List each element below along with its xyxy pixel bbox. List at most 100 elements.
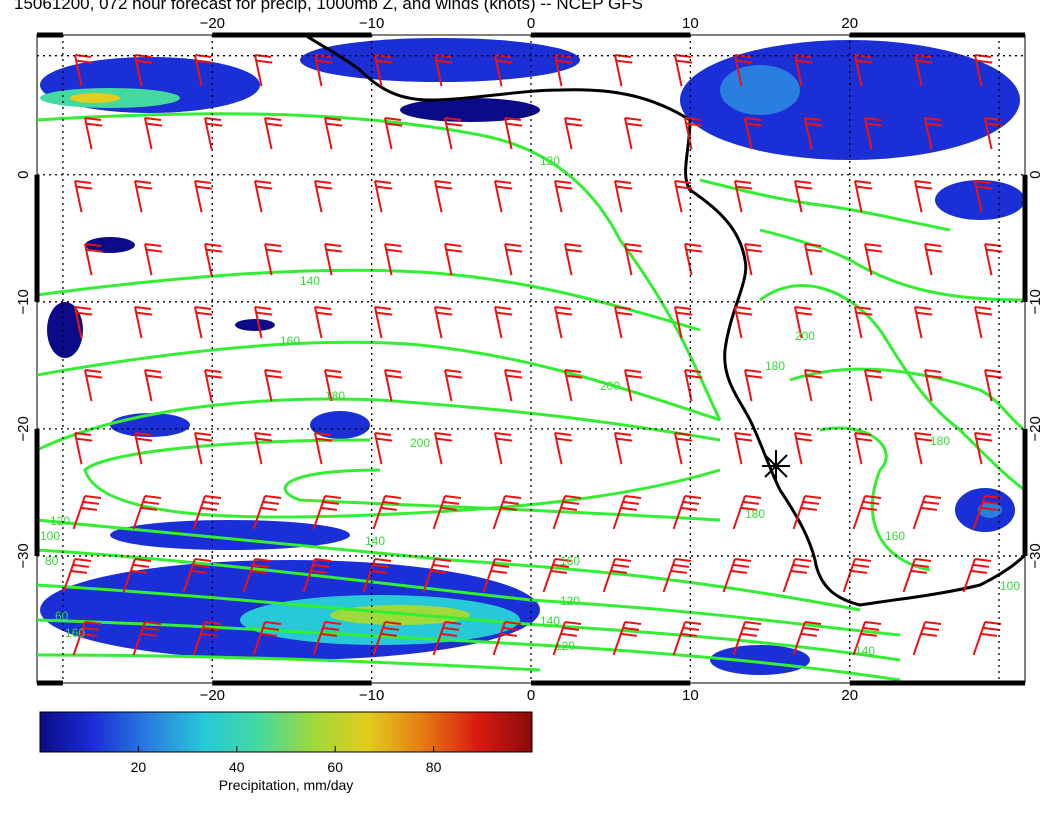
wind-barb [672,621,702,656]
precip-area [85,237,135,253]
wind-barb [674,306,693,339]
wind-barb [492,621,522,656]
asterisk-icon [762,450,790,482]
wind-barb [314,54,333,87]
precip-area [300,38,580,82]
wind-barb [384,117,403,150]
wind-barb [852,495,882,530]
wind-barb [324,243,343,276]
contour-label: 120 [560,594,580,608]
wind-barb [732,495,762,530]
lat-tick-label-left: −30 [15,543,32,568]
wind-barb [134,180,153,213]
wind-barb [612,621,642,656]
wind-barb [972,621,1002,656]
wind-barb [552,621,582,656]
contour-label: 160 [885,529,905,543]
wind-barb [434,180,453,213]
lat-tick-label-right: −10 [1027,289,1044,314]
wind-barb [434,54,453,87]
wind-barb [974,54,993,87]
contour-label: 120 [555,639,575,653]
wind-barb [504,243,523,276]
wind-barb [252,495,282,530]
wind-barb [362,558,392,593]
wind-barb [792,495,822,530]
precip-area [47,302,83,358]
colorbar-tick-label: 20 [131,759,147,775]
wind-barb [672,495,702,530]
wind-barb [734,306,753,339]
wind-barb [542,558,572,593]
precip-core [720,65,800,115]
wind-barb [242,558,272,593]
wind-barb [914,54,933,87]
wind-barb [924,369,943,402]
colorbar-ticks: 20 40 60 80 [131,746,442,775]
wind-barb [194,54,213,87]
wind-barb [192,495,222,530]
wind-barb [804,243,823,276]
wind-barb [74,180,93,213]
wind-barb [252,621,282,656]
wind-barb [902,558,932,593]
wind-barb [314,180,333,213]
wind-barb [204,243,223,276]
wind-barb [302,558,332,593]
contour-labels: 1201401601802002001801601401201008060160… [40,154,1020,658]
wind-barb [84,117,103,150]
wind-barb [804,369,823,402]
contour-label: 140 [365,534,385,548]
wind-barb [122,558,152,593]
axis-edge-ticks [34,32,1028,686]
wind-barb [432,495,462,530]
wind-barb [132,495,162,530]
precip-area [310,411,370,439]
wind-barb [324,369,343,402]
wind-barb [324,117,343,150]
wind-barb [314,432,333,465]
contour-line [283,468,721,522]
precip-area [400,98,540,122]
wind-barb [552,495,582,530]
wind-barb [674,54,693,87]
precip-area [110,413,190,437]
wind-barb [204,117,223,150]
wind-barb [674,432,693,465]
contour-label: 140 [300,274,320,288]
contour-label: 160 [65,626,85,640]
contour-label: 200 [795,329,815,343]
wind-barb [972,495,1002,530]
wind-barb [912,495,942,530]
colorbar-label: Precipitation, mm/day [219,777,354,793]
wind-barb [854,54,873,87]
contour-line [759,228,1025,302]
wind-barb [782,558,812,593]
precip-peak [70,93,120,103]
contour-label: 200 [410,436,430,450]
wind-barb [312,621,342,656]
wind-barb [744,243,763,276]
lat-tick-label-left: −20 [15,416,32,441]
colorbar-tick-label: 60 [327,759,343,775]
lon-tick-label-top: 10 [682,15,699,32]
lon-tick-label-top: 20 [841,15,858,32]
lat-tick-label-right: 0 [1027,171,1044,179]
lon-tick-label-top: 0 [527,15,535,32]
wind-barb [864,369,883,402]
contour-line [37,340,721,422]
wind-barb [794,306,813,339]
contour-line [819,426,931,572]
contour-label: 160 [560,554,580,568]
lon-tick-label-bottom: −20 [200,687,225,704]
wind-barb [864,117,883,150]
wind-barb [614,306,633,339]
wind-barb [492,495,522,530]
coastline [304,35,1025,607]
wind-barb [554,180,573,213]
wind-barb [84,369,103,402]
wind-barb [132,621,162,656]
map-title: 15061200, 072 hour forecast for precip, … [14,0,643,13]
wind-barb [734,432,753,465]
wind-barb [662,558,692,593]
